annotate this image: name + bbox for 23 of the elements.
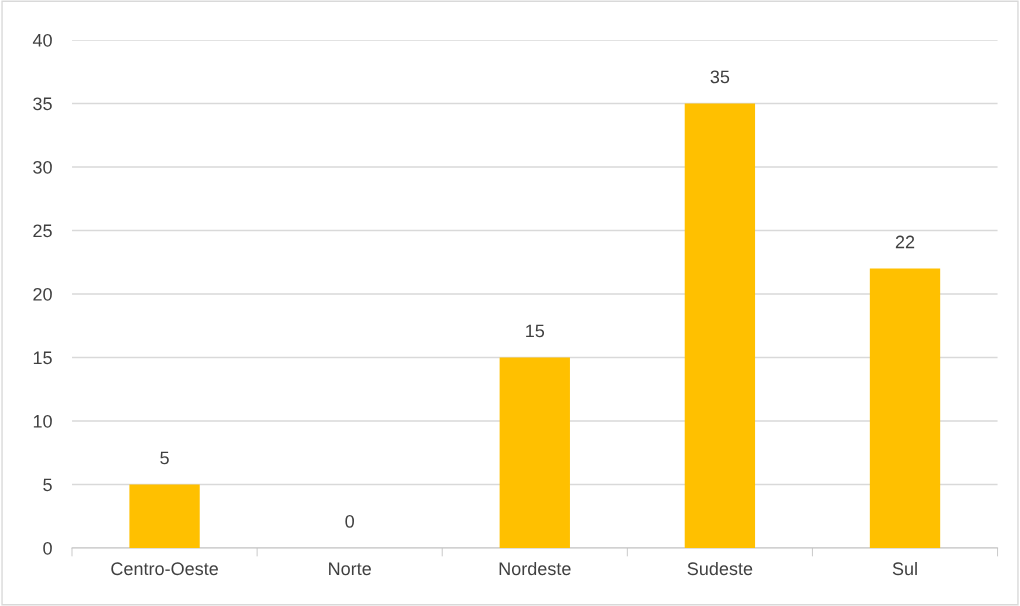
- x-tick-label: Norte: [329, 562, 371, 576]
- x-tick-label: Nordeste: [499, 561, 571, 576]
- y-tick-label: 5: [43, 478, 52, 492]
- bar: [499, 357, 570, 549]
- y-tick-label: 15: [33, 351, 52, 365]
- y-tick-label: 10: [33, 414, 52, 428]
- y-tick-label: 0: [43, 541, 52, 555]
- x-tick-label: Sudeste: [687, 561, 753, 576]
- bar: [869, 268, 941, 549]
- bar: [684, 103, 756, 549]
- y-tick-label: 30: [33, 160, 52, 174]
- y-tick-label: 20: [33, 287, 52, 301]
- x-tick-label: Sul: [892, 561, 917, 576]
- data-label: 15: [526, 324, 545, 338]
- data-label: 0: [345, 514, 354, 528]
- data-label: 22: [895, 235, 915, 249]
- y-tick-label: 40: [32, 33, 52, 47]
- data-label: 35: [710, 70, 730, 84]
- y-tick-label: 25: [33, 224, 52, 238]
- x-tick-label: Centro-Oeste: [111, 562, 218, 576]
- data-label: 5: [160, 451, 169, 465]
- bar: [129, 484, 200, 549]
- y-tick-label: 35: [33, 97, 52, 111]
